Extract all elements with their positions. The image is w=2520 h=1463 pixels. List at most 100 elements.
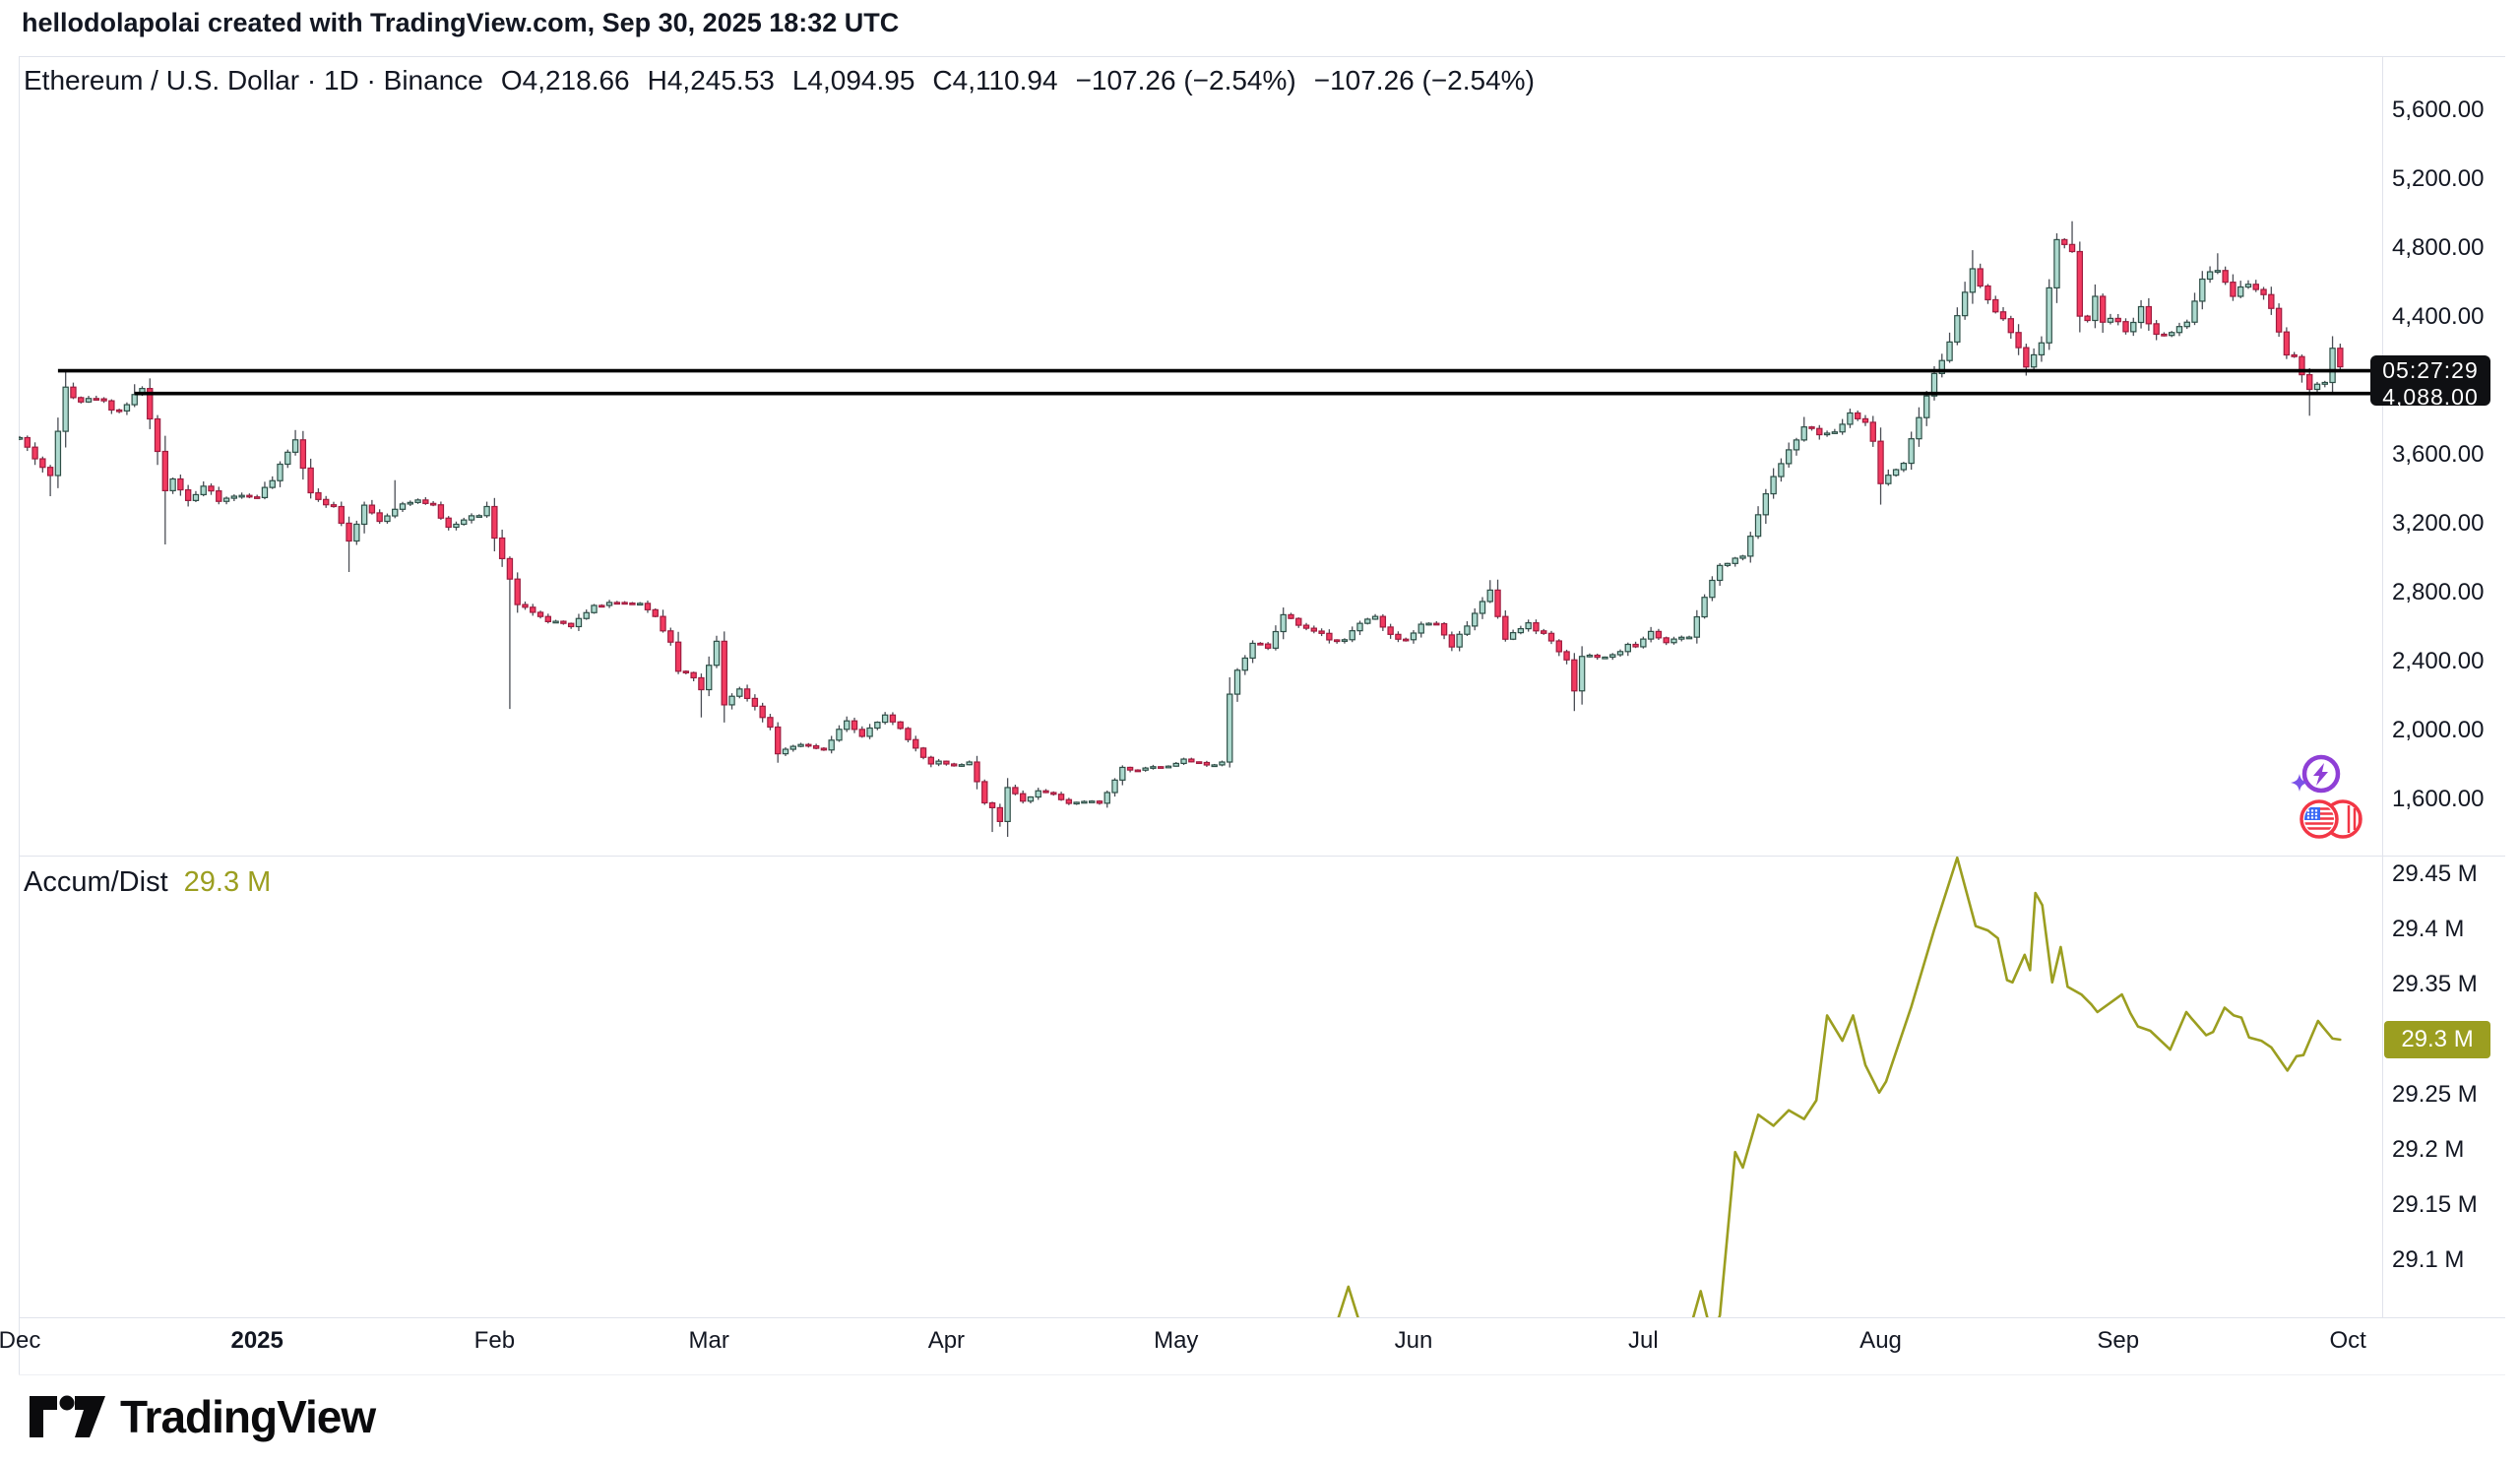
tradingview-logo[interactable]: TradingView (30, 1390, 376, 1443)
chart-bottom-border (19, 1374, 2505, 1375)
candle (1241, 657, 1248, 671)
indicator-tick-label: 29.2 M (2392, 1136, 2465, 1163)
candle (1770, 476, 1777, 495)
indicator-tick-label: 29.25 M (2392, 1081, 2478, 1108)
candle (1073, 801, 1080, 805)
candle (491, 505, 498, 540)
indicator-legend: Accum/Dist 29.3 M (24, 866, 271, 899)
candle (93, 398, 99, 401)
candle (461, 519, 468, 526)
candle (85, 398, 93, 403)
candle (2007, 318, 2014, 334)
candle (1563, 651, 1570, 661)
candle (1004, 787, 1011, 822)
candle (1288, 613, 1294, 619)
candle (1134, 769, 1142, 773)
candle (2306, 374, 2313, 391)
candle (1448, 634, 1456, 648)
candle (943, 760, 950, 765)
candle (1158, 766, 1165, 769)
candle (797, 743, 804, 747)
usd-coins-icon (2300, 799, 2362, 839)
indicator-pane[interactable] (19, 857, 2382, 1317)
candle (927, 756, 935, 765)
candle (705, 665, 713, 691)
candle (644, 603, 652, 610)
candle (299, 439, 307, 470)
candle (123, 404, 131, 412)
candle (536, 611, 544, 617)
candle (1793, 439, 1800, 451)
candle (1571, 659, 1578, 692)
candle (2092, 295, 2099, 322)
symbol-title: Ethereum / U.S. Dollar · 1D · Binance (24, 65, 483, 95)
candle (1119, 766, 1126, 781)
price-tick-label: 2,800.00 (2392, 579, 2485, 605)
candle (346, 522, 352, 542)
candle (1464, 625, 1471, 635)
candle (522, 604, 529, 608)
candle (2199, 278, 2206, 302)
candle (1379, 615, 1387, 628)
candle (1900, 462, 1908, 471)
candle (2137, 305, 2145, 324)
candle (759, 705, 766, 719)
indicator-tick-label: 29.4 M (2392, 916, 2465, 942)
candle (192, 493, 200, 501)
candle (1188, 758, 1195, 763)
time-tick-label: Dec (0, 1327, 41, 1354)
candle (1762, 492, 1770, 516)
candle (1946, 341, 1953, 361)
candle (2046, 286, 2052, 344)
pane-separator (19, 856, 2505, 857)
candle (1486, 589, 1493, 603)
candle (1930, 372, 1938, 397)
candle (721, 640, 727, 706)
candle (575, 617, 583, 628)
price-tick-label: 3,600.00 (2392, 441, 2485, 468)
candle (1203, 761, 1211, 766)
candle (368, 504, 376, 514)
candle (881, 714, 889, 724)
candle (2260, 288, 2267, 295)
candle (2206, 271, 2214, 281)
legend-ohlc-token: −107.26 (−2.54%) (1075, 65, 1296, 95)
price-tick-label: 2,400.00 (2392, 648, 2485, 674)
candle (2023, 347, 2030, 368)
candle (682, 670, 690, 673)
candle (591, 604, 598, 613)
legend-ohlc-token: −107.26 (−2.54%) (1313, 65, 1535, 95)
candle (613, 602, 621, 605)
candle (2283, 331, 2291, 356)
candle (1065, 798, 1073, 804)
candle (1678, 636, 1685, 640)
candle (19, 436, 24, 440)
candle (1647, 630, 1655, 640)
legend-ohlc-token: O4,218.66 (500, 65, 630, 95)
candle (1509, 632, 1517, 640)
candle (828, 739, 835, 751)
candle (935, 760, 942, 765)
time-tick-label: 2025 (230, 1327, 284, 1354)
candle (1195, 761, 1203, 765)
us-flag-coin-icon (2300, 799, 2339, 839)
sparkle-icon (2291, 774, 2308, 792)
candle (2299, 355, 2305, 376)
candle (667, 630, 674, 643)
candle (468, 515, 475, 521)
candle (1670, 638, 1677, 644)
candle (284, 451, 291, 466)
candle (1861, 417, 1869, 423)
candlestick-pane[interactable] (19, 56, 2382, 856)
candle (384, 515, 391, 523)
candle (889, 714, 897, 723)
tradingview-logo-icon (30, 1395, 105, 1437)
candle (1272, 630, 1280, 649)
countdown-price-label: 05:27:29 4,088.00 (2370, 355, 2490, 406)
candle (2337, 348, 2344, 368)
candle (1732, 557, 1738, 564)
candle (1172, 762, 1179, 767)
candle (2275, 307, 2283, 333)
candle (1663, 637, 1670, 644)
time-tick-label: Aug (1859, 1327, 1902, 1354)
